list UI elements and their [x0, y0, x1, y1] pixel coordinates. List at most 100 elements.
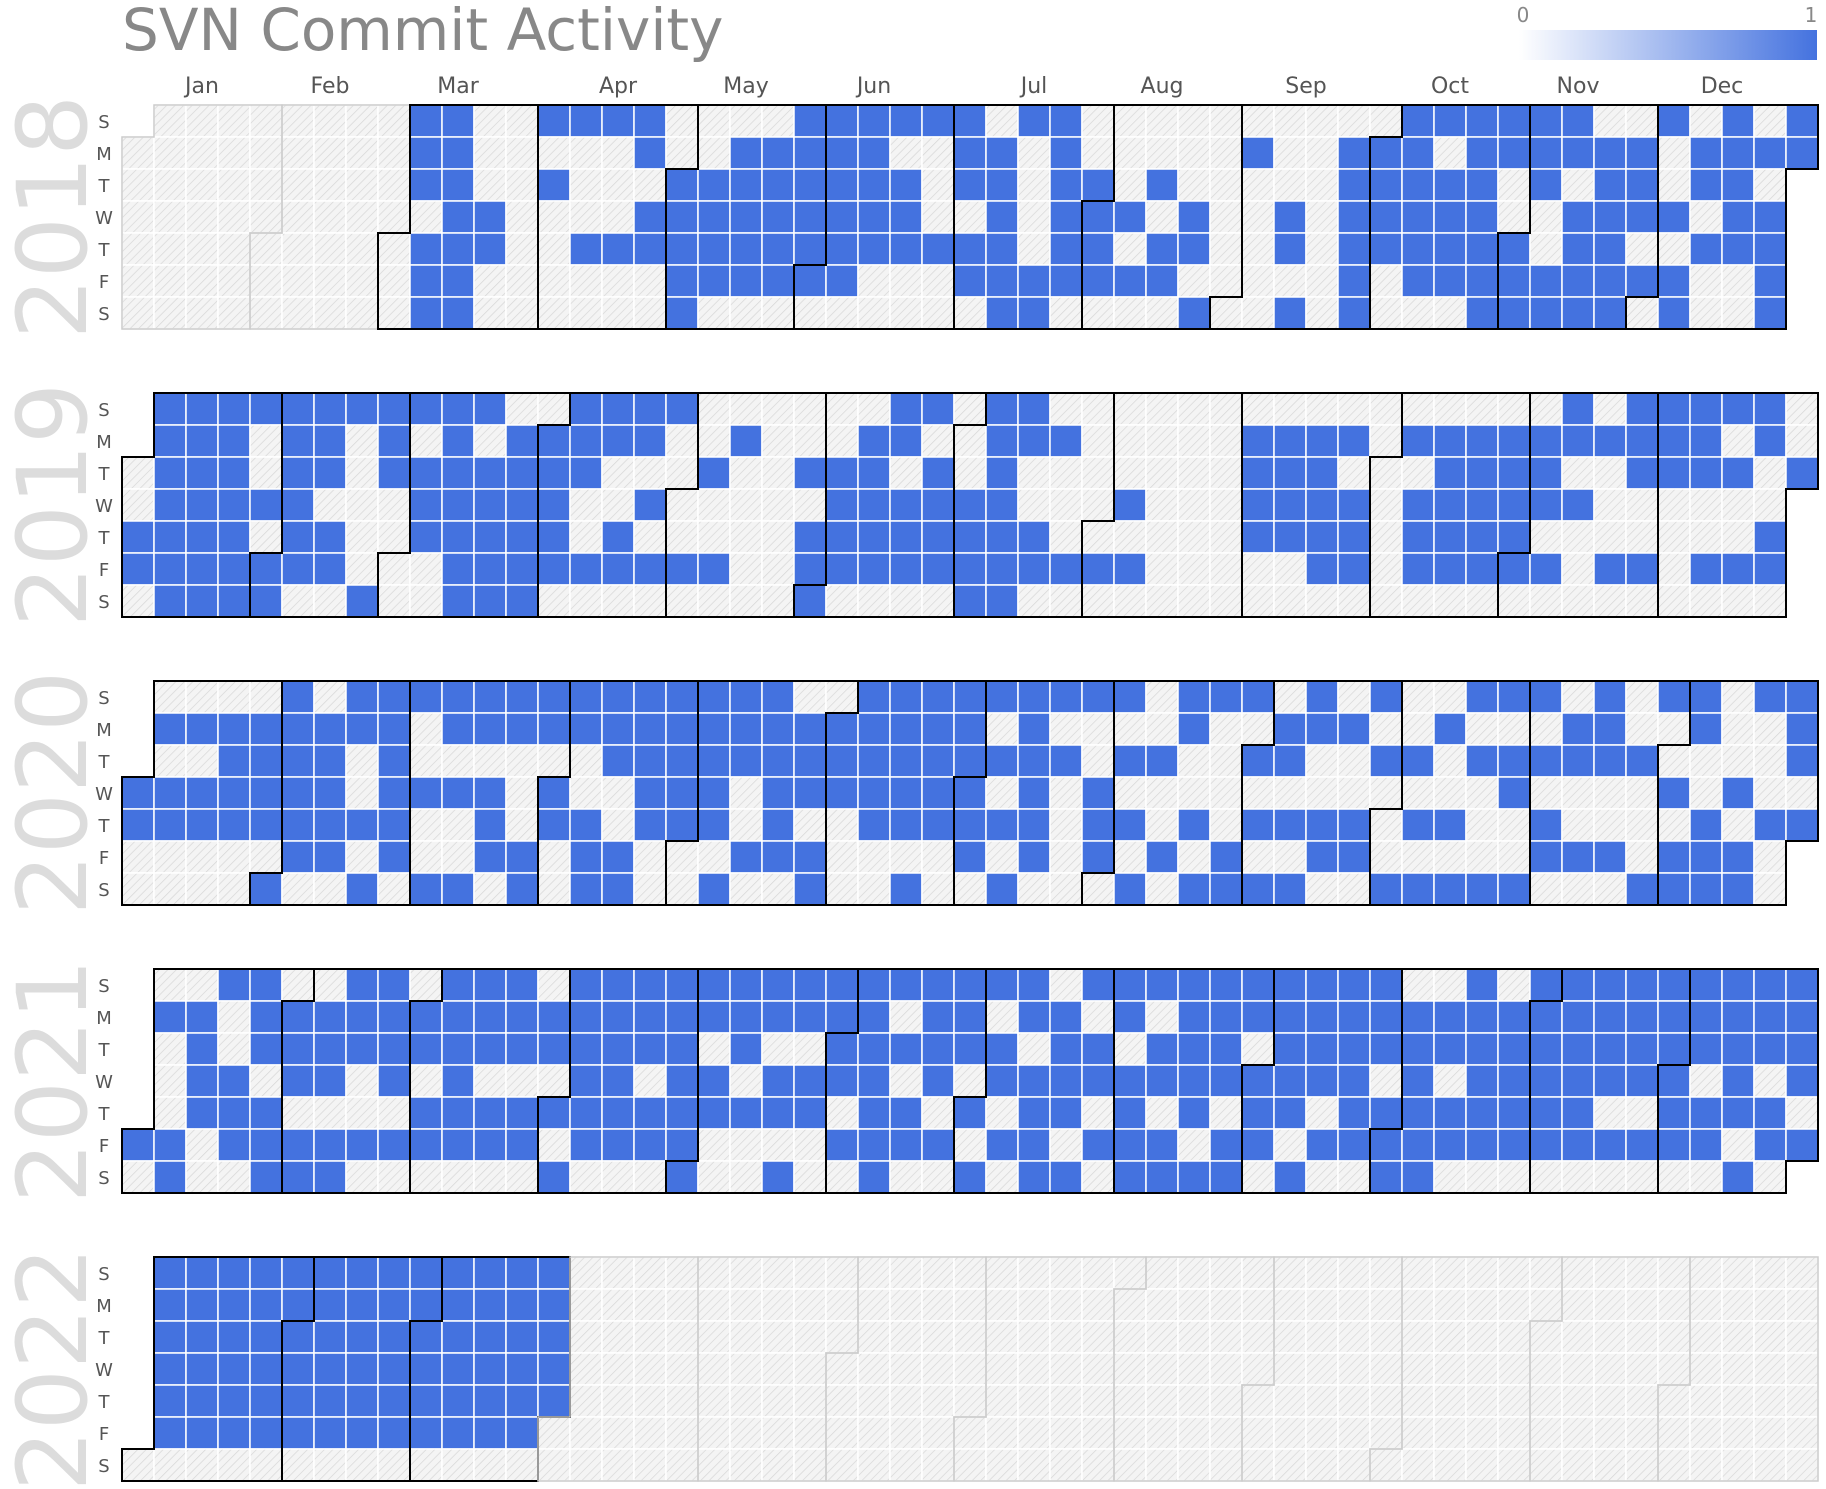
day-cell-active — [1113, 488, 1147, 522]
day-cell — [1145, 776, 1179, 810]
day-cell — [601, 136, 635, 170]
day-cell — [569, 1448, 603, 1482]
day-cell — [1049, 488, 1083, 522]
day-cell — [1209, 712, 1243, 746]
day-cell-active — [889, 872, 923, 906]
weekday-label: T — [98, 1328, 111, 1349]
year-label-2019: 2019 — [0, 383, 109, 627]
day-cell-active — [1721, 104, 1755, 138]
day-cell — [761, 1448, 795, 1482]
day-cell — [505, 1448, 539, 1482]
day-cell-active — [665, 168, 699, 202]
day-cell-active — [857, 744, 891, 778]
day-cell-active — [377, 1000, 411, 1034]
day-cell — [409, 1064, 443, 1098]
day-cell-active — [1241, 1000, 1275, 1034]
day-cell — [185, 1448, 219, 1482]
day-cell — [537, 840, 571, 874]
day-cell — [537, 1128, 571, 1162]
day-cell-active — [217, 392, 251, 426]
day-cell-active — [1081, 168, 1115, 202]
day-cell — [1305, 104, 1339, 138]
day-cell-active — [1497, 872, 1531, 906]
day-cell — [697, 424, 731, 458]
day-cell-active — [1561, 1000, 1595, 1034]
day-cell-active — [185, 1288, 219, 1322]
day-cell-active — [697, 680, 731, 714]
day-cell — [537, 264, 571, 298]
day-cell — [633, 520, 667, 554]
day-cell — [1561, 1352, 1595, 1386]
day-cell — [857, 264, 891, 298]
day-cell — [761, 488, 795, 522]
day-cell-active — [1689, 872, 1723, 906]
day-cell — [1593, 1160, 1627, 1194]
day-cell-active — [697, 168, 731, 202]
day-cell — [185, 296, 219, 330]
day-cell — [505, 1160, 539, 1194]
day-cell — [569, 744, 603, 778]
day-cell-active — [1529, 680, 1563, 714]
day-cell — [345, 424, 379, 458]
day-cell — [1241, 776, 1275, 810]
day-cell-active — [1785, 744, 1819, 778]
day-cell-active — [441, 776, 475, 810]
day-cell — [1433, 1064, 1467, 1098]
day-cell-active — [1657, 424, 1691, 458]
day-cell-active — [1593, 552, 1627, 586]
day-cell — [1625, 232, 1659, 266]
day-cell-active — [1497, 264, 1531, 298]
day-cell — [1529, 776, 1563, 810]
day-cell-active — [697, 968, 731, 1002]
day-cell-active — [377, 1288, 411, 1322]
day-cell — [409, 712, 443, 746]
day-cell — [1017, 456, 1051, 490]
day-cell — [793, 1448, 827, 1482]
day-cell-active — [1369, 968, 1403, 1002]
day-cell — [1081, 712, 1115, 746]
day-cell-active — [377, 1352, 411, 1386]
day-cell — [633, 168, 667, 202]
day-cell — [1113, 1448, 1147, 1482]
day-cell — [1049, 1288, 1083, 1322]
month-outline — [1657, 392, 1819, 618]
day-cell — [249, 1064, 283, 1098]
day-cell — [697, 1288, 731, 1322]
day-cell-active — [409, 296, 443, 330]
day-cell-active — [601, 1032, 635, 1066]
day-cell-active — [345, 1352, 379, 1386]
day-cell — [889, 1384, 923, 1418]
day-cell-active — [473, 808, 507, 842]
day-cell-active — [985, 296, 1019, 330]
day-cell-active — [1273, 424, 1307, 458]
day-cell-active — [1465, 1064, 1499, 1098]
day-cell — [249, 232, 283, 266]
day-cell-active — [1497, 680, 1531, 714]
day-cell-active — [281, 1320, 315, 1354]
day-cell — [1753, 488, 1787, 522]
day-cell-active — [793, 200, 827, 234]
weekday-label: S — [98, 1168, 109, 1189]
day-cell — [153, 168, 187, 202]
day-cell — [825, 296, 859, 330]
day-cell — [281, 872, 315, 906]
day-cell — [889, 1256, 923, 1290]
day-cell — [1113, 392, 1147, 426]
day-cell — [1209, 1448, 1243, 1482]
day-cell-active — [473, 232, 507, 266]
day-cell-active — [441, 200, 475, 234]
day-cell — [569, 1352, 603, 1386]
day-cell — [857, 840, 891, 874]
day-cell — [1177, 456, 1211, 490]
day-cell — [889, 1160, 923, 1194]
day-cell — [1017, 1448, 1051, 1482]
day-cell — [1209, 104, 1243, 138]
day-cell-active — [1017, 1000, 1051, 1034]
day-cell-active — [377, 1384, 411, 1418]
day-cell — [1177, 584, 1211, 618]
day-cell-active — [281, 1256, 315, 1290]
day-cell — [1081, 1256, 1115, 1290]
day-cell — [1145, 1000, 1179, 1034]
day-cell-active — [1657, 872, 1691, 906]
day-cell — [1209, 232, 1243, 266]
